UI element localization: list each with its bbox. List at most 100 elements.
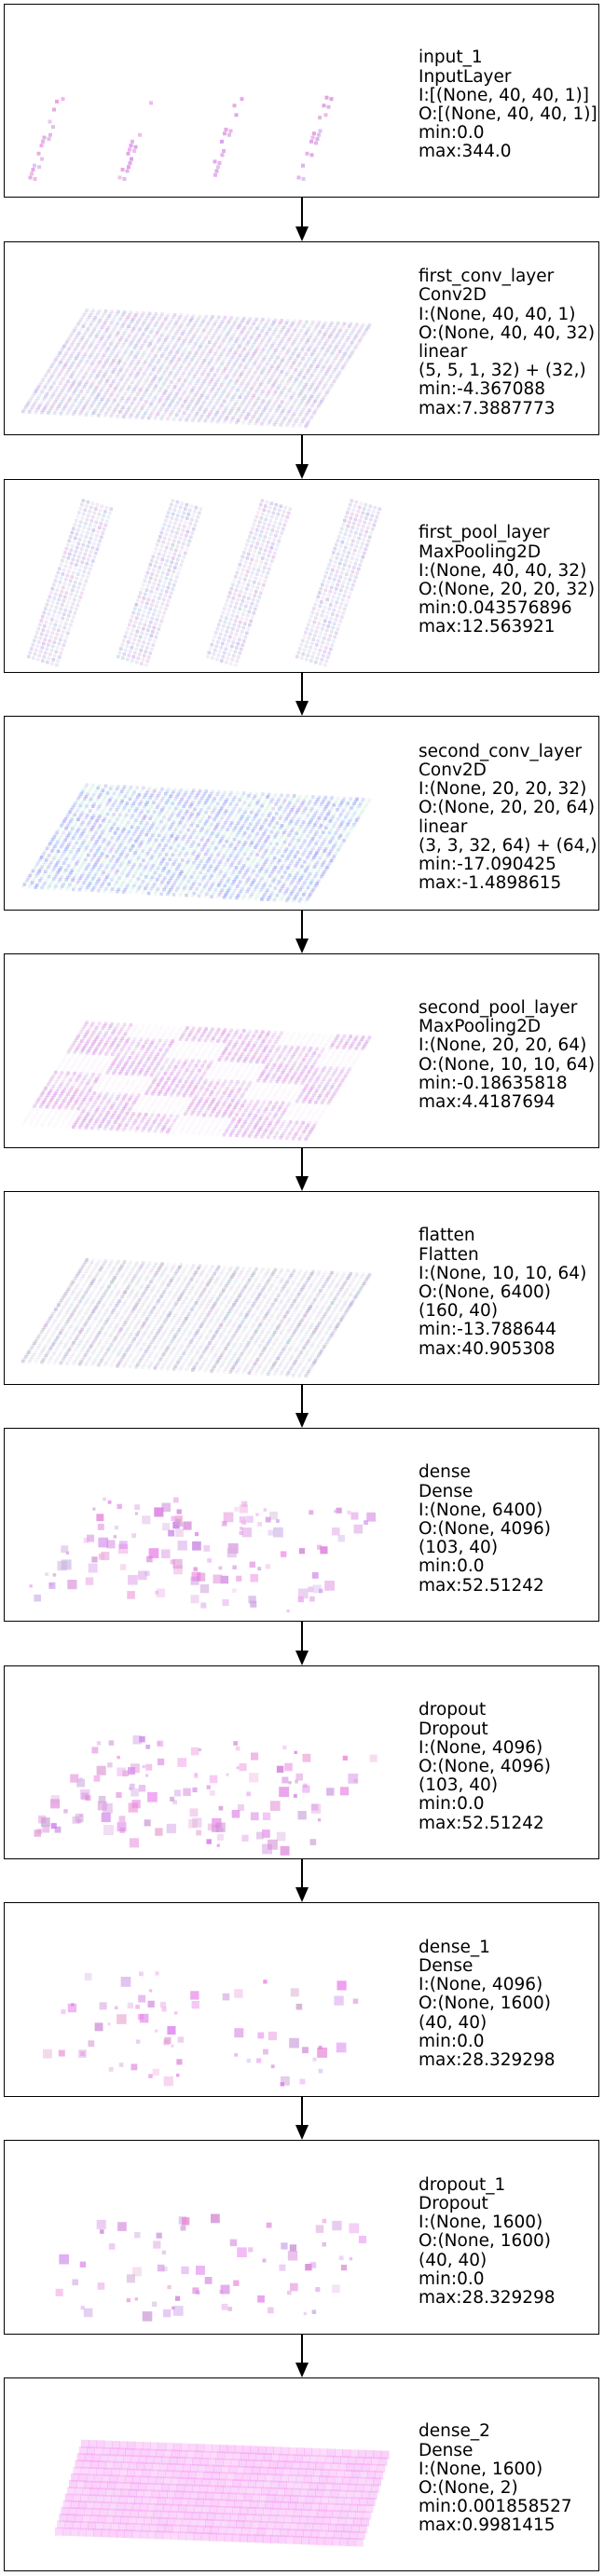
- layer-box-second_pool_layer: second_pool_layer MaxPooling2D I:(None, 20…: [4, 953, 599, 1148]
- activation-visualization: [21, 308, 372, 429]
- layer-type: Flatten: [419, 1244, 479, 1265]
- layer-info: dense_1 Dense I:(None, 4096) O:(None, 1600)…: [419, 1937, 556, 2070]
- layer-name: dense_1: [419, 1937, 490, 1957]
- layer-name: dropout: [419, 1700, 487, 1720]
- layer-type: Conv2D: [419, 760, 487, 780]
- layer-type: MaxPooling2D: [419, 541, 542, 562]
- layer-detail: I:(None, 10, 10, 64): [419, 1263, 587, 1283]
- layer-detail: O:(None, 2): [419, 2478, 518, 2498]
- layer-info: dense Dense I:(None, 6400) O:(None, 4096) (1…: [419, 1462, 551, 1596]
- layer-detail: min:-0.18635818: [419, 1073, 568, 1093]
- layer-detail: min:0.043576896: [419, 598, 572, 619]
- layer-detail: I:(None, 6400): [419, 1500, 543, 1520]
- layer-info: dropout_1 Dropout I:(None, 1600) O:(None, 1…: [419, 2174, 556, 2309]
- activation-visualization: [55, 2439, 390, 2547]
- flow-arrow: [295, 435, 309, 479]
- layer-box-dense_1: dense_1 Dense I:(None, 4096) O:(None, 1600)…: [4, 1902, 599, 2097]
- flow-arrow: [295, 911, 309, 953]
- layer-box-first_pool_layer: first_pool_layer MaxPooling2D I:(None, 40,…: [4, 479, 599, 673]
- layer-detail: O:(None, 20, 20, 32): [419, 580, 596, 599]
- activation-visualization: [29, 1497, 377, 1613]
- flow-arrow: [295, 1622, 309, 1665]
- layer-detail: max:-1.4898615: [419, 873, 562, 894]
- layer-name: input_1: [419, 48, 483, 68]
- layer-detail: max:344.0: [419, 142, 512, 162]
- layer-detail: min:0.0: [419, 2031, 485, 2051]
- layer-box-dropout: dropout Dropout I:(None, 4096) O:(None, 409…: [4, 1665, 599, 1859]
- layer-detail: I:(None, 20, 20, 64): [419, 1035, 587, 1056]
- layer-info: first_pool_layer MaxPooling2D I:(None, 40,…: [419, 524, 595, 637]
- layer-info: input_1 InputLayer I:[(None, 40, 40, 1)] O:…: [419, 48, 597, 161]
- layer-name: second_conv_layer: [419, 741, 583, 761]
- layer-detail: (103, 40): [419, 1538, 499, 1558]
- layer-detail: I:(None, 1600): [419, 2459, 543, 2479]
- layer-detail: (40, 40): [419, 2250, 487, 2270]
- layer-info: first_conv_layer Conv2D I:(None, 40, 40, 1…: [419, 267, 595, 418]
- layer-detail: I:(None, 20, 20, 32): [419, 779, 587, 800]
- layer-detail: min:0.0: [419, 2268, 485, 2289]
- layer-detail: min:0.0: [419, 1794, 485, 1815]
- layer-type: MaxPooling2D: [419, 1017, 542, 1037]
- layer-detail: O:(None, 20, 20, 64): [419, 798, 596, 818]
- layer-detail: max:4.4187694: [419, 1091, 556, 1112]
- layer-detail: min:-17.090425: [419, 854, 556, 874]
- layer-detail: O:[(None, 40, 40, 1)]: [419, 104, 597, 124]
- flow-arrow: [295, 1859, 309, 1902]
- layer-detail: min:0.0: [419, 1556, 485, 1577]
- layer-detail: O:(None, 10, 10, 64): [419, 1054, 596, 1075]
- layer-type: Dropout: [419, 1719, 488, 1739]
- layer-detail: max:7.3887773: [419, 398, 556, 418]
- layer-info: second_pool_layer MaxPooling2D I:(None, 20…: [419, 998, 596, 1112]
- layer-name: dense_2: [419, 2421, 490, 2442]
- layer-name: dense: [419, 1462, 471, 1483]
- layer-detail: linear: [419, 342, 468, 362]
- layer-info: flatten Flatten I:(None, 10, 10, 64) O:(Non…: [419, 1226, 587, 1359]
- layer-detail: (5, 5, 1, 32) + (32,): [419, 361, 586, 381]
- flow-arrow: [295, 2097, 309, 2140]
- layer-detail: max:52.51242: [419, 1813, 544, 1833]
- layer-detail: O:(None, 1600): [419, 2231, 552, 2252]
- layer-detail: I:(None, 40, 40, 32): [419, 560, 587, 581]
- flow-arrow: [295, 198, 309, 241]
- flow-arrow: [295, 1148, 309, 1191]
- activation-visualization: [21, 1258, 372, 1378]
- layer-detail: linear: [419, 816, 468, 837]
- layer-detail: max:40.905308: [419, 1338, 556, 1359]
- layer-box-flatten: flatten Flatten I:(None, 10, 10, 64) O:(Non…: [4, 1191, 599, 1385]
- flow-arrow: [295, 673, 309, 716]
- layer-name: dropout_1: [419, 2174, 506, 2195]
- layer-type: Conv2D: [419, 285, 487, 306]
- layer-detail: O:(None, 4096): [419, 1756, 552, 1776]
- activation-visualization: [34, 1735, 378, 1856]
- layer-detail: (3, 3, 32, 64) + (64,): [419, 835, 597, 856]
- layer-detail: (160, 40): [419, 1301, 499, 1322]
- layer-box-input_1: input_1 InputLayer I:[(None, 40, 40, 1)] O:…: [4, 4, 599, 198]
- layer-type: Dropout: [419, 2194, 488, 2213]
- layer-detail: (40, 40): [419, 2012, 487, 2033]
- layer-detail: min:-4.367088: [419, 379, 546, 400]
- layer-detail: O:(None, 40, 40, 32): [419, 322, 596, 343]
- layer-detail: I:(None, 4096): [419, 1975, 543, 1995]
- activation-visualization: [43, 1971, 359, 2087]
- layer-box-second_conv_layer: second_conv_layer Conv2D I:(None, 20, 20, …: [4, 716, 599, 911]
- layer-box-dense: dense Dense I:(None, 6400) O:(None, 4096) (1…: [4, 1428, 599, 1622]
- activation-visualization: [27, 499, 382, 667]
- flow-arrow: [295, 2335, 309, 2377]
- activation-visualization: [21, 1021, 372, 1142]
- layer-box-dropout_1: dropout_1 Dropout I:(None, 1600) O:(None, 1…: [4, 2140, 599, 2335]
- layer-detail: (103, 40): [419, 1775, 499, 1796]
- layer-type: Dense: [419, 1481, 474, 1501]
- layer-detail: max:28.329298: [419, 2288, 556, 2309]
- layer-detail: min:0.0: [419, 123, 485, 144]
- layer-detail: O:(None, 6400): [419, 1281, 552, 1302]
- layer-info: dropout Dropout I:(None, 4096) O:(None, 409…: [419, 1700, 552, 1833]
- layer-name: first_pool_layer: [419, 523, 550, 543]
- layer-detail: max:0.9981415: [419, 2515, 556, 2536]
- layer-detail: I:(None, 40, 40, 1): [419, 304, 576, 324]
- activation-visualization: [21, 783, 372, 904]
- layer-detail: max:52.51242: [419, 1575, 544, 1596]
- layer-detail: min:-13.788644: [419, 1320, 556, 1340]
- layer-type: Dense: [419, 2440, 474, 2460]
- layer-box-first_conv_layer: first_conv_layer Conv2D I:(None, 40, 40, 1…: [4, 241, 599, 435]
